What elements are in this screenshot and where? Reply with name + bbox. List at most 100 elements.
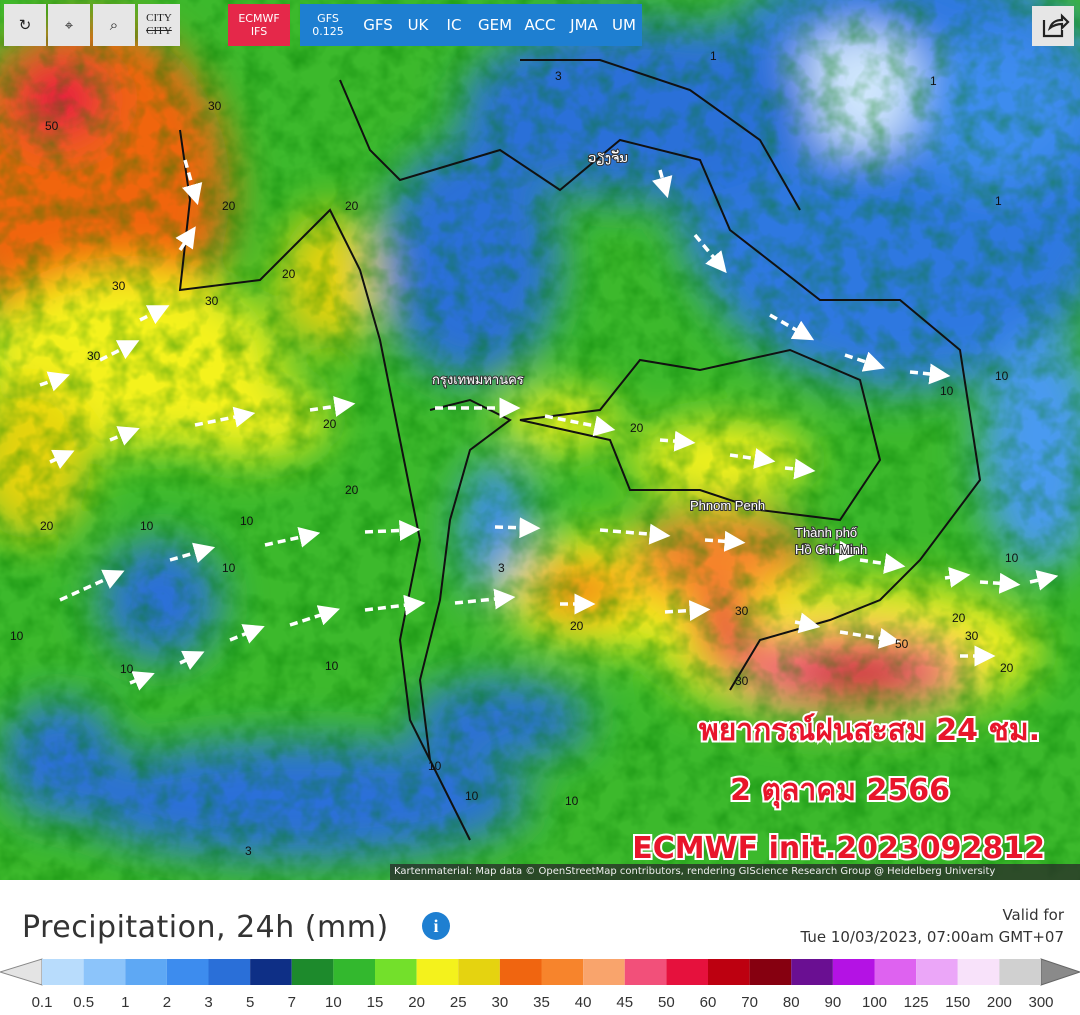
wind-arrow xyxy=(289,605,340,627)
wind-arrow xyxy=(364,519,421,541)
overlay-init: ECMWF init.2023092812 xyxy=(632,831,1045,866)
city-on: CITY xyxy=(146,12,172,24)
contour-label: 30 xyxy=(208,99,222,113)
wind-arrow xyxy=(182,159,203,206)
contour-label: 20 xyxy=(630,421,644,435)
scale-label: 15 xyxy=(367,994,384,1011)
wind-arrow xyxy=(979,572,1021,594)
map-texture xyxy=(0,0,1080,880)
scale-label: 20 xyxy=(408,994,425,1011)
scale-label: 0.5 xyxy=(73,994,94,1011)
scale-swatch xyxy=(250,959,292,985)
wind-arrow xyxy=(693,233,727,274)
wind-arrow xyxy=(129,671,155,691)
wind-arrow xyxy=(544,414,616,437)
info-button[interactable]: i xyxy=(422,912,450,940)
scale-swatch xyxy=(541,959,584,985)
city-label: กรุงเทพมหานคร xyxy=(432,372,524,388)
tab-label: UM xyxy=(612,16,636,34)
tab-label: GFS xyxy=(317,12,339,25)
scale-label: 150 xyxy=(945,994,970,1011)
city-button[interactable]: CITY CITY xyxy=(138,4,180,46)
share-button[interactable] xyxy=(1032,6,1074,46)
model-tab[interactable]: ACC xyxy=(518,4,562,46)
tab-label: UK xyxy=(407,16,429,34)
wind-arrow xyxy=(1029,570,1059,591)
wind-arrow xyxy=(49,449,75,469)
wind-arrow xyxy=(99,340,140,362)
valid-time: Valid for Tue 10/03/2023, 07:00am GMT+07 xyxy=(800,904,1064,948)
wind-arrow xyxy=(769,313,815,341)
contour-label: 20 xyxy=(345,483,359,497)
contour-label: 10 xyxy=(940,384,954,398)
scale-label: 200 xyxy=(987,994,1012,1011)
scale-label: 3 xyxy=(204,994,212,1011)
contour-label: 10 xyxy=(1005,551,1019,565)
city-label: Thành phố xyxy=(795,525,857,540)
tab-label: IC xyxy=(446,16,462,34)
tab-label: ECMWF xyxy=(238,12,280,25)
model-tab[interactable]: ECMWF IFS xyxy=(228,4,290,46)
scale-swatch xyxy=(125,959,167,985)
wind-arrow xyxy=(169,542,216,563)
city-label: Hồ Chí Minh xyxy=(795,542,867,557)
wind-arrow xyxy=(794,612,821,634)
contour-label: 50 xyxy=(45,119,59,133)
contour-label: 30 xyxy=(965,629,979,643)
wind-arrow xyxy=(599,523,671,545)
zoom-button[interactable]: ⌕ xyxy=(93,4,135,46)
model-tab[interactable]: UM xyxy=(606,4,642,46)
wind-arrow xyxy=(664,600,711,622)
map: 50 30 20 30 30 30 20 20 20 20 20 10 10 10 10 10 10 10 3 20 2… xyxy=(0,0,1080,880)
wind-arrow xyxy=(844,351,885,372)
contour-label: 10 xyxy=(428,759,442,773)
model-tab[interactable]: GFS xyxy=(356,4,400,46)
scale-label: 90 xyxy=(825,994,842,1011)
wind-arrow xyxy=(59,569,125,602)
contour-labels: 50 30 20 30 30 30 20 20 20 20 20 10 10 10 10 10 10 10 3 20 2… xyxy=(10,49,1019,858)
contour-label: 20 xyxy=(570,619,584,633)
scale-swatch xyxy=(416,959,459,985)
attribution: Kartenmaterial: Map data © OpenStreetMap… xyxy=(390,864,1080,880)
tab-label: JMA xyxy=(570,16,598,34)
wind-arrow xyxy=(194,406,256,428)
tab-sub: IFS xyxy=(250,25,268,38)
contour-label: 10 xyxy=(10,629,24,643)
contour-label: 1 xyxy=(930,74,937,88)
scale-label: 30 xyxy=(492,994,509,1011)
contour-label: 10 xyxy=(995,369,1009,383)
contour-label: 20 xyxy=(282,267,296,281)
scale-swatch xyxy=(458,959,500,985)
scale-swatch xyxy=(916,959,958,985)
contour-label: 20 xyxy=(1000,661,1014,675)
scale-label: 125 xyxy=(904,994,929,1011)
wind-arrow xyxy=(839,627,901,649)
legend-title: Precipitation, 24h (mm) xyxy=(22,910,389,945)
city-off: CITY xyxy=(146,25,172,37)
city-label: ວຽງຈັນ xyxy=(588,150,628,166)
model-tab[interactable]: IC xyxy=(436,4,472,46)
contour-label: 20 xyxy=(345,199,359,213)
scale-label: 80 xyxy=(783,994,800,1011)
scale-label: 40 xyxy=(575,994,592,1011)
refresh-button[interactable]: ↻ xyxy=(4,4,46,46)
contour-label: 10 xyxy=(240,514,254,528)
scale-swatch xyxy=(291,959,334,985)
contour-label: 3 xyxy=(498,561,505,575)
model-tab[interactable]: UK xyxy=(400,4,436,46)
model-tab[interactable]: JMA xyxy=(562,4,606,46)
contour-label: 10 xyxy=(222,561,236,575)
scale-swatch xyxy=(957,959,1000,985)
model-tab[interactable]: GFS 0.125 xyxy=(300,4,356,46)
model-tab[interactable]: GEM xyxy=(472,4,518,46)
scale-swatch xyxy=(874,959,917,985)
scale-max-arrow xyxy=(1040,958,1080,986)
wind-arrow xyxy=(819,540,861,562)
location-button[interactable]: ⌖ xyxy=(48,4,90,46)
contour-label: 10 xyxy=(565,794,579,808)
city-label: Phnom Penh xyxy=(690,498,765,513)
scale-swatch xyxy=(333,959,375,985)
wind-arrow xyxy=(944,566,971,588)
contour-label: 30 xyxy=(87,349,101,363)
